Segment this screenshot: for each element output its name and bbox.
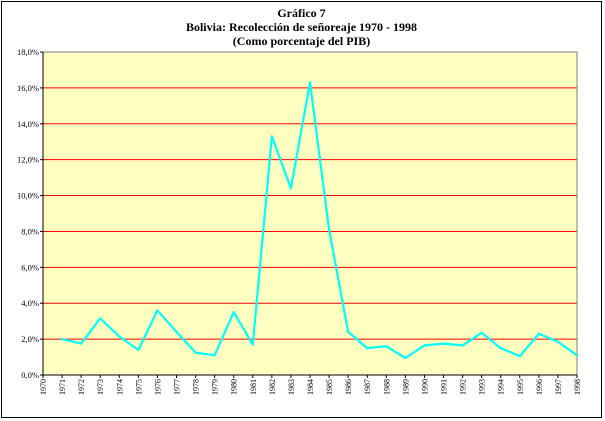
data-point [461, 344, 464, 347]
x-tick-label: 1980 [230, 379, 239, 395]
x-tick-label: 1995 [516, 379, 525, 395]
data-point [385, 345, 388, 348]
data-point [213, 354, 216, 357]
data-point [270, 135, 273, 138]
x-tick-label: 1993 [478, 379, 487, 395]
chart-titles: Gráfico 7 Bolivia: Recolección de señore… [0, 6, 603, 48]
x-tick-label: 1998 [573, 379, 582, 395]
series-line [60, 81, 579, 360]
x-tick-label: 1982 [268, 379, 277, 395]
x-tick-label: 1989 [401, 379, 410, 395]
data-point [442, 342, 445, 345]
x-tick-label: 1986 [344, 379, 353, 395]
x-tick-label: 1972 [77, 379, 86, 395]
y-tick-label: 12,0% [17, 155, 39, 165]
data-point [289, 187, 293, 190]
x-tick-label: 1975 [134, 379, 143, 395]
data-point [480, 331, 483, 334]
data-point [251, 343, 254, 346]
data-point [175, 330, 178, 334]
x-tick-label: 1979 [211, 379, 220, 395]
data-point [499, 346, 502, 350]
data-point [118, 335, 121, 338]
x-tick-label: 1976 [153, 379, 162, 395]
x-tick-label: 1984 [306, 379, 315, 395]
plot-area [43, 52, 577, 375]
x-tick-label: 1977 [173, 379, 182, 395]
y-tick-label: 0,0% [21, 370, 39, 380]
data-point [347, 330, 350, 334]
x-tick-label: 1991 [440, 379, 449, 395]
data-point [537, 332, 540, 335]
data-point [366, 346, 369, 350]
x-tick-label: 1997 [554, 379, 563, 395]
x-tick-label: 1971 [58, 379, 67, 395]
x-tick-label: 1996 [535, 379, 544, 395]
x-tick-label: 1994 [497, 379, 506, 395]
data-point [137, 348, 140, 351]
y-tick-label: 16,0% [17, 83, 39, 93]
x-tick-label: 1990 [420, 379, 429, 395]
data-point [556, 340, 560, 343]
data-point [60, 338, 64, 341]
data-point [423, 344, 426, 347]
chart-subtitle: Bolivia: Recolección de señoreaje 1970 -… [185, 20, 418, 34]
y-tick-label: 6,0% [21, 262, 39, 272]
data-point [518, 355, 521, 358]
y-tick-label: 10,0% [17, 191, 39, 201]
x-tick-label: 1974 [115, 379, 124, 395]
data-point [194, 351, 197, 354]
x-tick-label: 1992 [459, 379, 468, 395]
y-tick-label: 18,0% [17, 47, 39, 57]
data-point [99, 317, 102, 320]
y-tick-label: 2,0% [21, 334, 39, 344]
data-point [404, 356, 407, 360]
x-tick-label: 1978 [192, 379, 201, 395]
x-tick-label: 1985 [325, 379, 334, 395]
x-tick-label: 1987 [363, 379, 372, 395]
x-tick-label: 1973 [96, 379, 105, 395]
y-tick-label: 4,0% [21, 298, 39, 308]
x-tick-label: 1970 [39, 379, 48, 395]
x-tick-label: 1983 [287, 379, 296, 395]
x-tick-label: 1981 [249, 379, 258, 395]
data-point [327, 228, 331, 231]
data-point [232, 311, 235, 314]
y-tick-label: 8,0% [21, 226, 39, 236]
y-tick-label: 14,0% [17, 119, 39, 129]
chart-title: Gráfico 7 [277, 6, 326, 20]
data-point [156, 309, 159, 312]
data-point [80, 342, 83, 345]
x-tick-label: 1988 [382, 379, 391, 395]
data-point [308, 81, 312, 84]
chart-subtitle-2: (Como porcentaje del PIB) [232, 34, 371, 48]
data-point [575, 354, 579, 357]
